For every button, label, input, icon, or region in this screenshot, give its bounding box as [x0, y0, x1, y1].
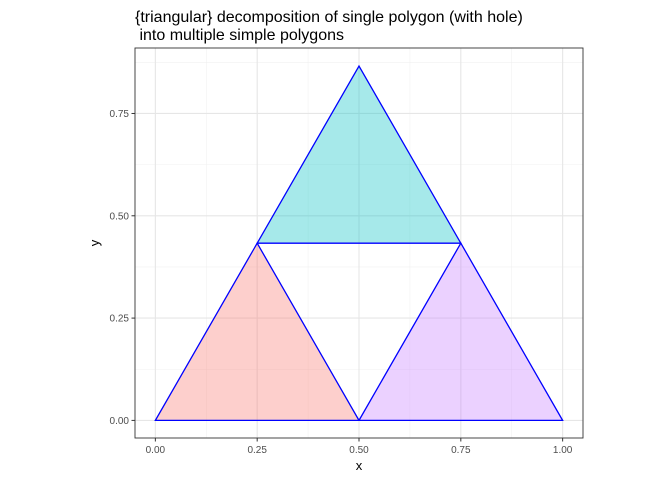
polygon-1 [154, 241, 361, 422]
y-tick-label: 0.50 [110, 211, 130, 222]
x-tick-label: 1.00 [553, 445, 573, 456]
polygon-3 [256, 64, 462, 244]
y-axis-title: y [87, 239, 102, 246]
y-tick-label: 0.00 [110, 416, 130, 427]
chart-title-line-1: {triangular} decomposition of single pol… [135, 9, 523, 26]
chart-title-line-2: into multiple simple polygons [135, 27, 344, 44]
y-tick-label: 0.75 [110, 109, 130, 120]
x-tick-label: 0.00 [146, 445, 166, 456]
x-axis-title: x [356, 458, 363, 473]
x-tick-label: 0.75 [451, 445, 471, 456]
x-axis: 0.00 0.25 0.50 0.75 1.00 [146, 438, 573, 456]
y-tick-label: 0.25 [110, 314, 130, 325]
polygons [154, 64, 564, 422]
x-tick-label: 0.25 [247, 445, 267, 456]
polygon-2 [357, 241, 564, 422]
y-axis: 0.00 0.25 0.50 0.75 [110, 109, 135, 427]
x-tick-label: 0.50 [349, 445, 369, 456]
